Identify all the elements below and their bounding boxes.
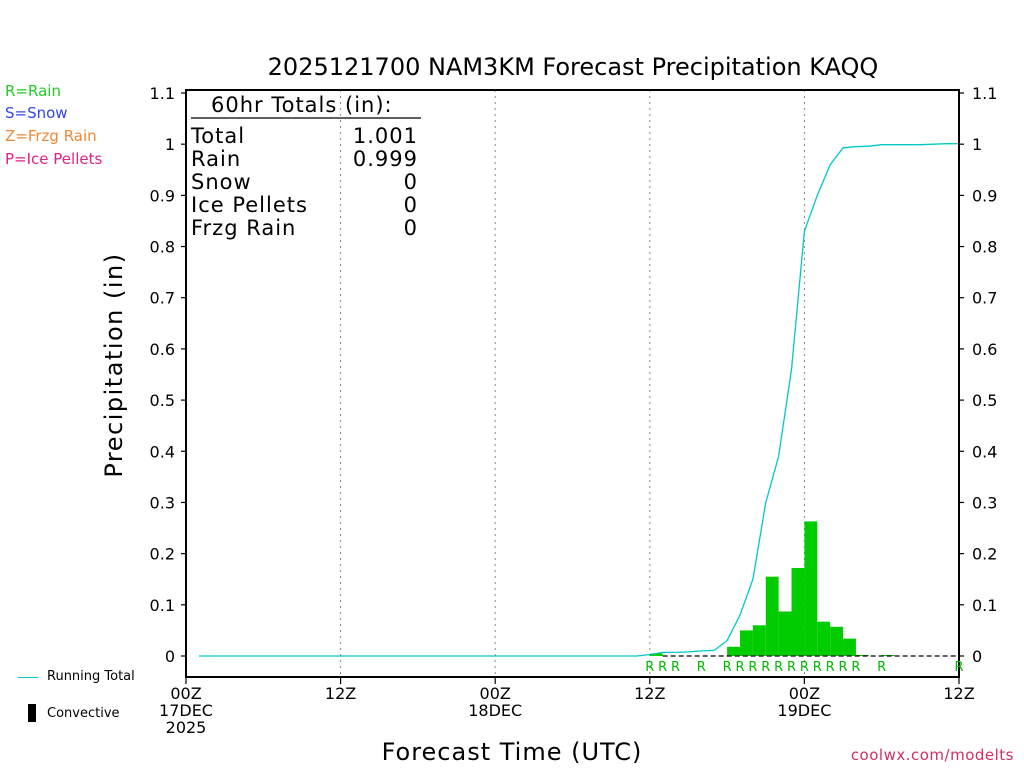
legend-snow: S=Snow (5, 104, 68, 122)
y-tick-label-right: 0.8 (972, 238, 997, 257)
y-tick-label-right: 1 (972, 135, 982, 154)
precip-bar (727, 646, 740, 656)
totals-row-value: 0.999 (353, 147, 418, 171)
precip-bar (843, 638, 856, 656)
precip-type-marker: R (774, 660, 783, 675)
running-total-key-label: Running Total (47, 669, 135, 684)
y-tick-label-left: 0.2 (150, 545, 175, 564)
precip-bar (765, 576, 779, 656)
precip-type-marker: R (787, 660, 796, 675)
x-tick-label: 19DEC (777, 701, 831, 720)
totals-row-value: 0 (404, 170, 418, 194)
y-tick-label-left: 0.5 (150, 391, 175, 410)
precip-type-marker: R (645, 660, 654, 675)
totals-row-value: 0 (404, 193, 418, 217)
x-tick-label: 00Z (170, 684, 201, 703)
totals-row-value: 0 (404, 216, 418, 240)
running-total-line (198, 143, 959, 657)
y-tick-label-right: 0.9 (972, 186, 997, 205)
precip-type-marker: R (800, 660, 809, 675)
y-tick-label-left: 1.1 (150, 84, 175, 103)
chart-title: 2025121700 NAM3KM Forecast Precipitation… (268, 53, 879, 81)
y-tick-label-right: 0.7 (972, 289, 997, 308)
y-tick-label-left: 0.4 (150, 442, 175, 461)
legend-frzg-rain: Z=Frzg Rain (5, 127, 97, 145)
y-tick-label-left: 0.3 (150, 493, 175, 512)
y-tick-label-right: 0.5 (972, 391, 997, 410)
totals-header: 60hr Totals (in): (211, 93, 393, 117)
x-tick-label: 12Z (943, 684, 974, 703)
precip-bar (752, 625, 766, 656)
precip-bar (791, 567, 805, 656)
x-axis-label: Forecast Time (UTC) (382, 738, 643, 766)
totals-row-label: Snow (191, 170, 252, 194)
running-total-swatch (18, 677, 38, 678)
totals-row-label: Frzg Rain (191, 216, 296, 240)
convective-key-label: Convective (47, 706, 120, 721)
precip-type-marker: R (761, 660, 770, 675)
precip-type-marker: R (954, 660, 963, 675)
site-credit: coolwx.com/modelts (850, 746, 1014, 764)
y-axis-ticks: 0 00.1 0.10.2 0.20.3 0.30.4 0.40.5 0.50.6 0.60.… (150, 84, 998, 666)
y-tick-label-right: 0.2 (972, 545, 997, 564)
precip-bar (855, 654, 869, 656)
totals-box: 60hr Totals (in): Total 1.001 Rain 0.999 Snow… (190, 93, 421, 240)
x-tick-label: 12Z (325, 684, 356, 703)
gridlines (340, 90, 805, 677)
y-tick-label-left: 1 (165, 135, 175, 154)
precip-type-marker: R (697, 660, 706, 675)
x-tick-label: 00Z (480, 684, 511, 703)
x-tick-label: 17DEC (159, 701, 213, 720)
precip-bars (649, 521, 895, 656)
precip-type-marker: R (813, 660, 822, 675)
totals-row-label: Rain (191, 147, 241, 171)
x-tick-label: 00Z (789, 684, 820, 703)
precip-bar (804, 521, 818, 656)
precip-type-marker: R (748, 660, 757, 675)
y-axis-label: Precipitation (in) (100, 252, 128, 477)
legend-rain: R=Rain (5, 82, 61, 100)
y-tick-label-right: 1.1 (972, 84, 997, 103)
convective-swatch (28, 704, 36, 722)
y-tick-label-left: 0 (165, 647, 175, 666)
y-tick-label-left: 0.7 (150, 289, 175, 308)
precip-type-marker: R (851, 660, 860, 675)
precip-bar (830, 626, 844, 656)
precip-bar (778, 611, 792, 656)
totals-row-value: 1.001 (353, 124, 418, 148)
y-tick-label-right: 0.1 (972, 596, 997, 615)
precip-type-marker: R (723, 660, 732, 675)
precip-type-marker: R (839, 660, 848, 675)
precip-type-marker: R (658, 660, 667, 675)
y-tick-label-left: 0.1 (150, 596, 175, 615)
x-tick-label: 18DEC (468, 701, 522, 720)
precip-bar (649, 653, 663, 656)
y-tick-label-right: 0.4 (972, 442, 997, 461)
y-tick-label-left: 0.6 (150, 340, 175, 359)
x-tick-label: 2025 (166, 718, 207, 737)
precip-bar (817, 621, 831, 656)
plot-frame (185, 89, 960, 678)
totals-row-label: Total (190, 124, 245, 148)
legend-ice-pellets: P=Ice Pellets (5, 150, 103, 168)
y-tick-label-right: 0.3 (972, 493, 997, 512)
y-tick-label-right: 0 (972, 647, 982, 666)
precip-type-marker: R (826, 660, 835, 675)
precip-type-marker: R (671, 660, 680, 675)
precip-bar (739, 630, 753, 656)
y-tick-label-left: 0.8 (150, 238, 175, 257)
x-tick-label: 12Z (634, 684, 665, 703)
totals-row-label: Ice Pellets (191, 193, 308, 217)
precip-type-marker: R (735, 660, 744, 675)
y-tick-label-left: 0.9 (150, 186, 175, 205)
precip-type-marker: R (877, 660, 886, 675)
y-tick-label-right: 0.6 (972, 340, 997, 359)
